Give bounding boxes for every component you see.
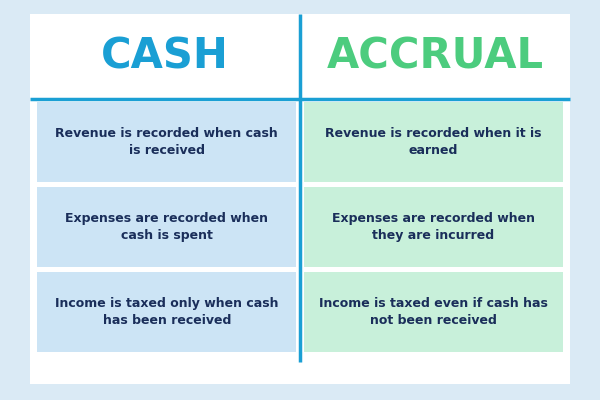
Bar: [304, 102, 563, 182]
Text: CASH: CASH: [101, 36, 229, 78]
Text: Revenue is recorded when cash
is received: Revenue is recorded when cash is receive…: [55, 127, 278, 157]
Bar: [37, 186, 296, 267]
Text: Expenses are recorded when
they are incurred: Expenses are recorded when they are incu…: [332, 212, 535, 242]
Text: Income is taxed even if cash has
not been received: Income is taxed even if cash has not bee…: [319, 297, 548, 327]
Bar: [304, 272, 563, 352]
Bar: [304, 186, 563, 267]
Text: Revenue is recorded when it is
earned: Revenue is recorded when it is earned: [325, 127, 541, 157]
Bar: [30, 14, 570, 384]
Text: ACCRUAL: ACCRUAL: [326, 36, 544, 78]
Bar: [37, 272, 296, 352]
Text: Income is taxed only when cash
has been received: Income is taxed only when cash has been …: [55, 297, 278, 327]
Text: Expenses are recorded when
cash is spent: Expenses are recorded when cash is spent: [65, 212, 268, 242]
Bar: [37, 102, 296, 182]
